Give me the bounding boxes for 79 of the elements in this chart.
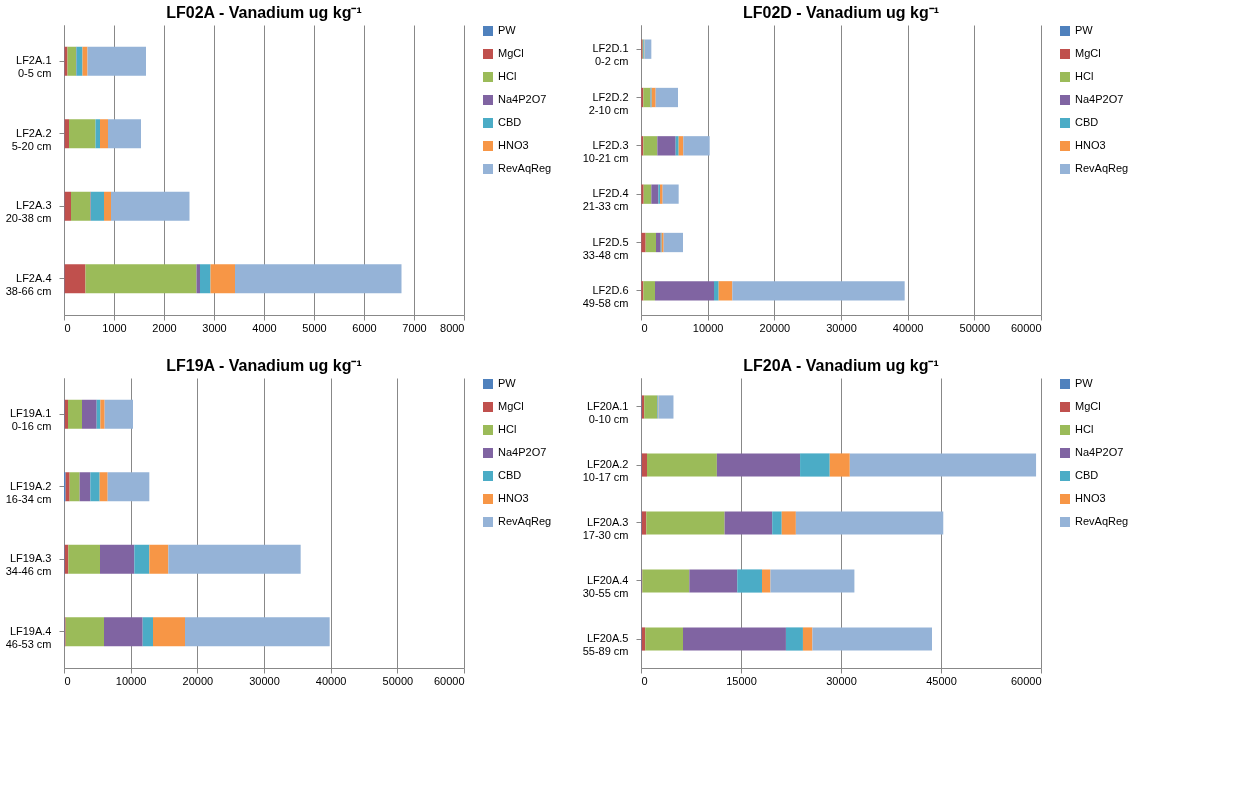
chart-title: LF02D - Vanadium ug kg⁻¹	[742, 4, 940, 21]
x-tick-label: 20000	[182, 674, 214, 687]
y-tick-label: LF2D.1 0-2 cm	[592, 42, 629, 68]
legend-label: RevAqReg	[1075, 515, 1129, 527]
y-tick-label: LF2A.4 38-66 cm	[5, 271, 52, 297]
legend-label: HCl	[498, 70, 517, 82]
x-tick-label: 10000	[115, 674, 147, 687]
legend-label: HNO3	[498, 139, 529, 151]
x-tick-label: 10000	[692, 321, 724, 334]
x-tick-label: 60000	[433, 674, 465, 687]
y-tick-label: LF2D.6 49-58 cm	[582, 283, 629, 309]
x-tick-label: 15000	[726, 674, 757, 687]
y-tick-label: LF20A.2 10-17 cm	[582, 458, 629, 483]
legend-label: MgCl	[498, 400, 524, 412]
legend-label: HNO3	[1075, 492, 1106, 504]
y-tick-label: LF19A.3 34-46 cm	[5, 552, 52, 578]
legend-label: RevAqReg	[498, 162, 552, 174]
legend-label: Na4P2O7	[1075, 93, 1124, 105]
legend-label: HCl	[498, 423, 517, 435]
legend-label: RevAqReg	[498, 515, 552, 527]
x-tick-label: 7000	[402, 321, 427, 334]
legend-label: PW	[498, 377, 517, 389]
y-tick-label: LF2A.1 0-5 cm	[16, 54, 52, 80]
x-tick-label: 40000	[892, 321, 924, 334]
chart-title: LF20A - Vanadium ug kg⁻¹	[743, 357, 939, 374]
legend-label: CBD	[498, 469, 522, 481]
y-tick-label: LF2D.3 10-21 cm	[582, 138, 629, 164]
x-tick-label: 30000	[826, 674, 857, 687]
x-tick-label: 0	[64, 674, 71, 687]
legend-label: Na4P2O7	[1075, 446, 1124, 458]
x-tick-label: 50000	[959, 321, 991, 334]
x-tick-label: 40000	[315, 674, 347, 687]
legend-label: PW	[1075, 24, 1094, 36]
legend-label: CBD	[1075, 116, 1099, 128]
x-tick-label: 4000	[252, 321, 277, 334]
y-tick-label: LF2D.2 2-10 cm	[588, 90, 629, 116]
x-tick-label: 0	[641, 321, 648, 334]
x-tick-label: 0	[64, 321, 71, 334]
legend-label: HCl	[1075, 70, 1094, 82]
y-tick-label: LF20A.1 0-10 cm	[586, 400, 629, 425]
y-tick-label: LF20A.3 17-30 cm	[582, 516, 629, 541]
legend-label: MgCl	[498, 47, 524, 59]
y-tick-label: LF2A.3 20-38 cm	[5, 199, 52, 225]
y-tick-label: LF19A.2 16-34 cm	[5, 479, 52, 505]
legend-label: Na4P2O7	[498, 446, 547, 458]
x-tick-label: 5000	[302, 321, 327, 334]
legend-label: PW	[1075, 377, 1094, 389]
x-tick-label: 50000	[382, 674, 414, 687]
y-tick-label: LF2D.5 33-48 cm	[582, 235, 629, 261]
x-tick-label: 30000	[826, 321, 857, 334]
y-tick-label: LF19A.1 0-16 cm	[9, 407, 52, 433]
legend-label: MgCl	[1075, 400, 1101, 412]
legend-label: Na4P2O7	[498, 93, 547, 105]
legend-label: HNO3	[498, 492, 529, 504]
x-tick-label: 20000	[759, 321, 791, 334]
x-tick-label: 6000	[352, 321, 377, 334]
x-tick-label: 0	[641, 674, 648, 687]
x-tick-label: 3000	[202, 321, 227, 334]
legend-label: HCl	[1075, 423, 1094, 435]
x-tick-label: 2000	[152, 321, 177, 334]
chart-title: LF19A - Vanadium ug kg⁻¹	[166, 357, 362, 374]
y-tick-label: LF2A.2 5-20 cm	[11, 126, 52, 152]
legend-label: PW	[498, 24, 517, 36]
chart-title: LF02A - Vanadium ug kg⁻¹	[166, 4, 362, 21]
legend-label: HNO3	[1075, 139, 1106, 151]
y-tick-label: LF20A.4 30-55 cm	[582, 574, 629, 599]
legend-label: RevAqReg	[1075, 162, 1129, 174]
y-tick-label: LF19A.4 46-53 cm	[5, 624, 52, 650]
y-tick-label: LF2D.4 21-33 cm	[582, 187, 629, 213]
x-tick-label: 1000	[102, 321, 127, 334]
legend-label: MgCl	[1075, 47, 1101, 59]
legend-label: CBD	[498, 116, 522, 128]
x-tick-label: 60000	[1010, 674, 1042, 687]
y-tick-label: LF20A.5 55-89 cm	[582, 632, 629, 657]
x-tick-label: 8000	[440, 321, 465, 334]
x-tick-label: 30000	[249, 674, 280, 687]
x-tick-label: 60000	[1010, 321, 1042, 334]
legend-label: CBD	[1075, 469, 1099, 481]
x-tick-label: 45000	[926, 674, 957, 687]
